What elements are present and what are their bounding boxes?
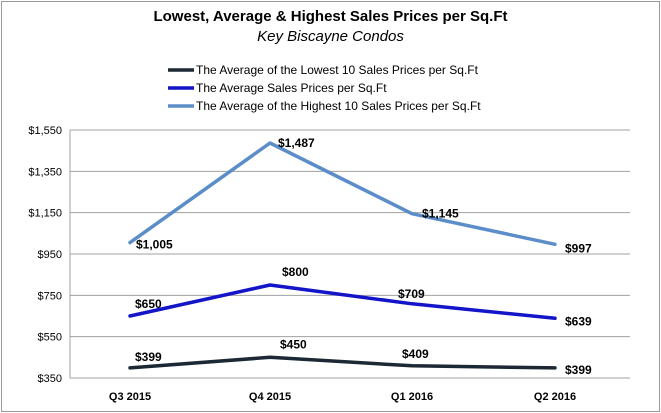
data-labels: $399 $450 $409 $399 $650 $800 $709 $639 $1,005 $1…	[135, 136, 592, 377]
data-label: $399	[565, 363, 592, 377]
data-label: $800	[282, 265, 309, 279]
legend: The Average of the Lowest 10 Sales Price…	[168, 63, 481, 113]
legend-label-1: The Average of the Lowest 10 Sales Price…	[196, 63, 479, 77]
series-line-2	[128, 283, 557, 321]
data-label: $399	[135, 350, 162, 364]
x-tick-label: Q2 2016	[534, 391, 576, 403]
x-axis-ticks: Q3 2015 Q4 2015 Q1 2016 Q2 2016	[109, 391, 576, 403]
x-tick-label: Q1 2016	[391, 391, 433, 403]
legend-label-3: The Average of the Highest 10 Sales Pric…	[196, 99, 481, 113]
data-label: $1,145	[422, 207, 459, 221]
chart-title: Lowest, Average & Highest Sales Prices p…	[153, 8, 508, 25]
y-tick-label: $1,550	[28, 125, 62, 137]
legend-label-2: The Average Sales Prices per Sq.Ft	[196, 81, 387, 95]
data-label: $1,005	[136, 238, 173, 252]
data-label: $450	[280, 337, 307, 351]
y-tick-label: $1,150	[28, 208, 62, 220]
y-tick-label: $350	[38, 373, 62, 385]
x-tick-label: Q4 2015	[249, 391, 291, 403]
y-tick-label: $750	[38, 290, 62, 302]
gridlines	[69, 129, 630, 379]
y-axis-ticks: $350 $550 $750 $950 $1,150 $1,350 $1,550	[28, 125, 62, 385]
data-label: $709	[398, 287, 425, 301]
data-label: $997	[565, 241, 592, 255]
series-line-3	[128, 141, 557, 247]
data-label: $650	[135, 297, 162, 311]
data-label: $1,487	[278, 136, 315, 150]
y-tick-label: $950	[38, 249, 62, 261]
series-line-1	[128, 355, 557, 370]
y-tick-label: $550	[38, 332, 62, 344]
chart-subtitle: Key Biscayne Condos	[257, 28, 404, 45]
data-label: $639	[565, 314, 592, 328]
data-label: $409	[402, 347, 429, 361]
series-lines	[128, 141, 557, 370]
y-tick-label: $1,350	[28, 166, 62, 178]
x-tick-label: Q3 2015	[109, 391, 151, 403]
